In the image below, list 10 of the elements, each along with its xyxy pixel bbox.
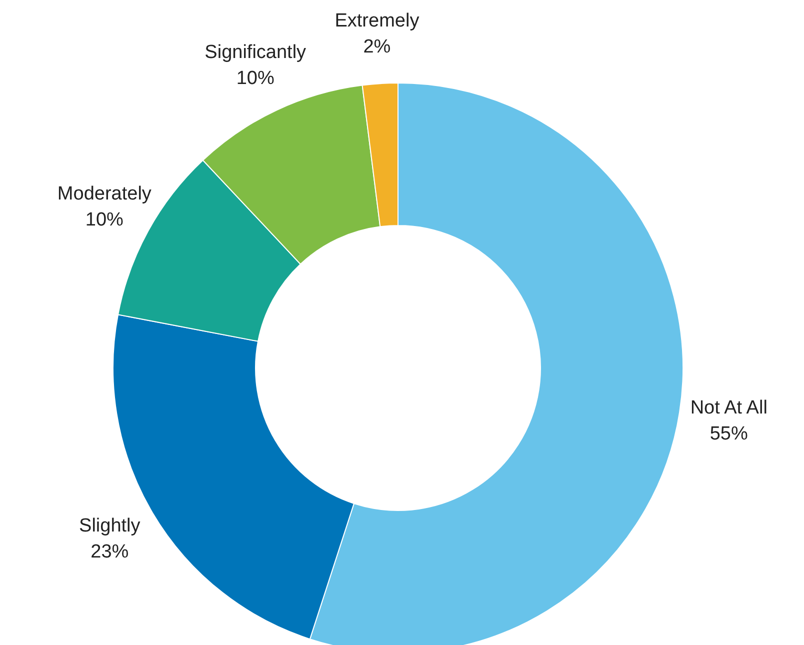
slice-label: Slightly xyxy=(79,516,141,537)
data-label: 2% xyxy=(363,36,391,58)
data-label: 10% xyxy=(85,210,124,231)
slice-label: Moderately xyxy=(57,184,152,205)
slice-label: Extremely xyxy=(334,10,420,32)
data-label: 23% xyxy=(90,542,129,563)
data-label: 10% xyxy=(236,68,274,89)
data-label: 55% xyxy=(710,423,748,444)
slice-label: Significantly xyxy=(204,42,307,63)
slice-label: Not At All xyxy=(690,397,768,418)
